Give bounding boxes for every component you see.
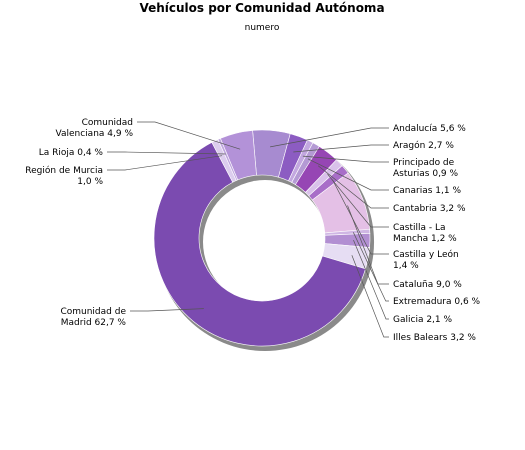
label-extremadura: Extremadura 0,6 % — [393, 297, 481, 307]
label-canarias: Canarias 1,1 % — [393, 186, 461, 196]
label-castilla-la-mancha: Castilla - La Mancha 1,2 % — [393, 223, 457, 244]
leader-comunidad-valenciana — [137, 121, 241, 150]
label-cantabria: Cantabria 3,2 % — [393, 204, 466, 214]
leader-lines — [107, 121, 389, 338]
chart-title: Vehículos por Comunidad Autónoma — [139, 1, 384, 15]
leader-extremadura — [353, 232, 389, 302]
leader-castilla-y-leon — [332, 179, 389, 255]
leader-andalucia — [270, 127, 389, 148]
label-principado-de-asturias: Principado de Asturias 0,9 % — [393, 158, 459, 179]
label-andalucia: Andalucía 5,6 % — [393, 124, 466, 134]
leader-castilla-la-mancha — [327, 173, 389, 228]
label-illes-balears: Illes Balears 3,2 % — [393, 333, 476, 343]
leader-cantabria — [317, 165, 389, 209]
slice-comunidad-de-madrid — [153, 141, 366, 347]
label-castilla-y-leon: Castilla y León 1,4 % — [393, 249, 459, 271]
label-galicia: Galicia 2,1 % — [393, 315, 452, 325]
leader-la-rioja — [107, 151, 226, 155]
slices — [153, 129, 375, 351]
leader-galicia — [353, 239, 389, 320]
label-region-de-murcia: Región de Murcia 1,0 % — [25, 165, 103, 187]
slice-comunidad-valenciana — [220, 130, 257, 181]
leader-region-de-murcia — [107, 155, 223, 171]
label-comunidad-de-madrid: Comunidad de Madrid 62,7 % — [60, 307, 126, 328]
label-aragon: Aragón 2,7 % — [393, 140, 454, 151]
leader-canarias — [307, 158, 389, 191]
leader-principado-de-asturias — [302, 155, 389, 163]
label-comunidad-valenciana: Comunidad Valenciana 4,9 % — [56, 118, 134, 139]
leader-aragon — [293, 144, 389, 153]
chart-subtitle: numero — [245, 23, 280, 33]
leader-comunidad-de-madrid — [130, 308, 204, 312]
label-la-rioja: La Rioja 0,4 % — [39, 148, 104, 158]
leader-illes-balears — [351, 255, 389, 338]
label-cataluna: Cataluña 9,0 % — [393, 280, 462, 290]
slice-labels: Andalucía 5,6 % Aragón 2,7 % Principado de… — [25, 118, 480, 343]
